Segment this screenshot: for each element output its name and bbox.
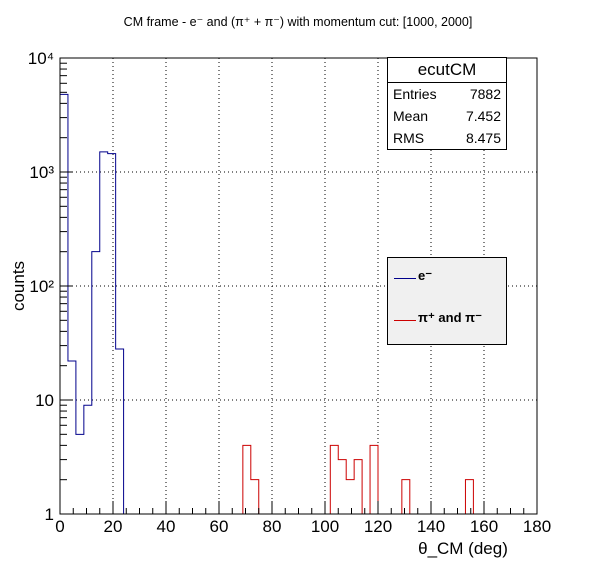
y-tick-label: 10 (35, 391, 54, 410)
histogram-bin (370, 445, 378, 514)
y-axis-title: counts (9, 261, 28, 311)
legend-label-electron: e⁻ (418, 268, 433, 283)
stats-row-rms: RMS 8.475 (388, 127, 506, 149)
x-axis-title: θ_CM (deg) (418, 539, 508, 558)
x-tick-label: 20 (104, 517, 123, 536)
histogram-bin (330, 445, 338, 514)
histogram-bin (92, 252, 100, 514)
legend-label-pion: π⁺ and π⁻ (418, 310, 482, 325)
histogram-bin (76, 434, 84, 514)
stats-value: 7.452 (465, 108, 501, 124)
histogram-bin (60, 94, 68, 514)
stats-box-title: ecutCM (388, 58, 506, 83)
stats-label: Entries (393, 86, 437, 102)
histogram-bin (68, 361, 76, 514)
x-tick-label: 40 (157, 517, 176, 536)
series-outline (60, 444, 537, 515)
stats-row-entries: Entries 7882 (388, 83, 506, 105)
histogram-bin (465, 480, 473, 514)
histogram-bin (346, 480, 354, 514)
histogram-bin (402, 480, 410, 514)
histogram-bin (100, 152, 108, 514)
axis-tick-labels: 0 20 40 60 80 100 120 140 160 180 1 10 10² 10³ 10⁴ (28, 49, 551, 536)
stats-label: RMS (393, 130, 425, 146)
histogram-bin (243, 445, 251, 514)
x-tick-label: 160 (470, 517, 498, 536)
x-tick-label: 120 (364, 517, 392, 536)
series-1 (60, 444, 537, 515)
stats-value: 7882 (469, 86, 501, 102)
x-tick-label: 60 (210, 517, 229, 536)
stats-value: 8.475 (465, 130, 501, 146)
chart-title: CM frame - e⁻ and (π⁺ + π⁻) with momentu… (123, 15, 473, 29)
legend-swatch-pion (394, 320, 416, 321)
y-tick-label: 10³ (29, 163, 54, 182)
y-tick-label: 10² (29, 277, 54, 296)
y-tick-label: 1 (45, 505, 54, 524)
histogram-bin (116, 349, 124, 514)
legend: e⁻ π⁺ and π⁻ (387, 257, 507, 345)
stats-row-mean: Mean 7.452 (388, 105, 506, 127)
histogram-bin (338, 460, 346, 514)
axis-ticks (59, 57, 538, 515)
legend-swatch-electron (394, 278, 416, 279)
histogram-bin (108, 154, 116, 514)
histogram-bin (84, 405, 92, 514)
stats-label: Mean (393, 108, 429, 124)
x-tick-label: 140 (417, 517, 445, 536)
x-tick-label: 100 (311, 517, 339, 536)
x-tick-label: 80 (263, 517, 282, 536)
x-tick-label: 0 (55, 517, 64, 536)
axis-titles: θ_CM (deg) counts (9, 261, 508, 558)
histogram-bin (251, 480, 259, 514)
y-tick-label: 10⁴ (28, 49, 54, 68)
x-tick-label: 180 (523, 517, 551, 536)
histogram-bin (354, 460, 362, 514)
stats-box: ecutCM Entries 7882 Mean 7.452 RMS 8.475 (387, 57, 507, 150)
